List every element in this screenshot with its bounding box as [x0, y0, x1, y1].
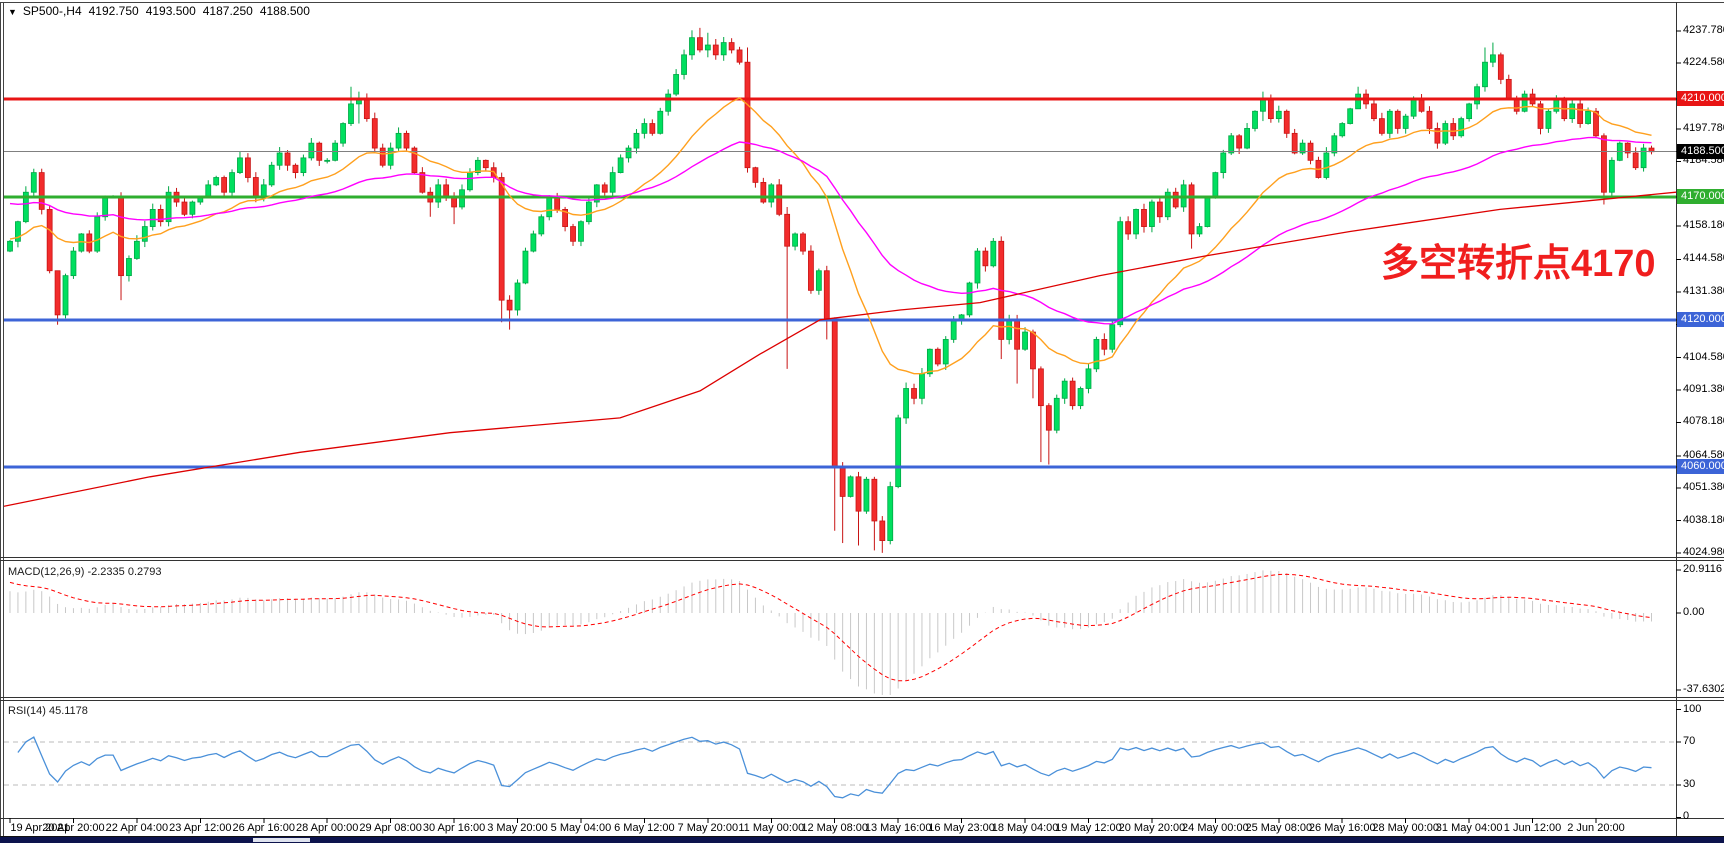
price-tick-label: 4158.180: [1683, 219, 1724, 232]
macd-axis-label: 0.00: [1683, 606, 1705, 618]
price-tick-label: 4091.380: [1683, 383, 1724, 395]
time-axis-label: 12 May 08:00: [801, 822, 869, 834]
macd-signal-line: [9, 573, 1652, 682]
time-axis-label: 22 Apr 04:00: [105, 822, 169, 834]
time-axis-label: 6 May 12:00: [614, 822, 675, 834]
time-axis-label: 13 May 16:00: [864, 822, 932, 834]
annotation-text: 多空转折点4170: [1381, 243, 1656, 285]
macd-axis-label: -37.6302: [1683, 683, 1724, 696]
macd-histogram: [9, 570, 1653, 695]
rsi-line: [17, 736, 1652, 799]
rsi-indicator-label: RSI(14) 45.1178: [8, 705, 88, 717]
symbol-dropdown-icon: ▼: [8, 7, 17, 17]
price-tick-label: 4038.180: [1683, 513, 1724, 526]
time-axis-label: 28 Apr 00:00: [295, 822, 359, 834]
time-axis-label: 30 Apr 16:00: [422, 822, 486, 834]
taskbar-item[interactable]: [253, 838, 310, 842]
price-tick-label: 4237.780: [1683, 23, 1724, 36]
time-axis-label: 20 May 20:00: [1118, 822, 1186, 834]
time-axis-label: 18 May 04:00: [991, 822, 1059, 834]
ma-mid-magenta: [9, 136, 1652, 325]
macd-panel-area[interactable]: [0, 563, 1676, 697]
time-axis-label: 28 May 00:00: [1372, 822, 1439, 834]
time-axis-label: 25 May 08:00: [1245, 822, 1313, 834]
rsi-axis-label: 0: [1683, 810, 1690, 823]
price-line-label-4060: 4060.000: [1677, 458, 1724, 474]
ohlc-high: 4193.500: [145, 4, 196, 18]
ohlc-close: 4188.500: [259, 4, 310, 18]
time-axis-label: 16 May 23:00: [928, 822, 995, 834]
price-tick-label: 4144.580: [1683, 252, 1724, 265]
rsi-panel-area[interactable]: [0, 702, 1676, 818]
price-tick-label: 4224.580: [1683, 56, 1724, 69]
main-chart-layer: [4, 27, 1676, 553]
ohlc-low: 4187.250: [202, 4, 253, 18]
time-axis-label: 31 May 04:00: [1435, 822, 1503, 834]
price-line-label-4210: 4210.000: [1677, 91, 1724, 106]
price-tick-label: 4064.580: [1683, 448, 1724, 461]
rsi-axis-label: 100: [1683, 702, 1702, 715]
time-axis-label: 5 May 04:00: [550, 822, 612, 834]
macd-axis-label: 20.9116: [1683, 563, 1722, 576]
macd-indicator-label: MACD(12,26,9) -2.2335 0.2793: [8, 566, 162, 578]
time-axis-label: 26 May 16:00: [1308, 822, 1376, 834]
price-line-label-4170: 4170.000: [1677, 189, 1724, 205]
time-axis-label: 3 May 20:00: [487, 822, 548, 834]
ma-long-red: [4, 191, 1676, 507]
macd-layer: [9, 570, 1653, 695]
time-axis-label: 19 Apr 2021: [10, 822, 70, 834]
price-tick-label: 4131.380: [1683, 284, 1724, 297]
price-tick-label: 4024.980: [1683, 545, 1724, 558]
time-axis-label: 24 May 00:00: [1182, 822, 1249, 834]
price-tick-label: 4197.780: [1683, 121, 1724, 134]
rsi-layer: [4, 736, 1676, 799]
horizontal-level-lines: [4, 97, 1676, 469]
rsi-axis-label: 30: [1683, 778, 1696, 790]
time-axis-label: 7 May 20:00: [677, 822, 739, 834]
price-tick-label: 4078.180: [1683, 415, 1724, 428]
time-axis-label: 11 May 00:00: [738, 822, 805, 834]
price-line-label-4120: 4120.000: [1677, 311, 1724, 327]
ohlc-open: 4192.750: [88, 4, 139, 18]
time-axis-label: 26 Apr 16:00: [232, 822, 295, 834]
ma-fast-orange: [9, 97, 1652, 375]
taskbar-strip: [0, 837, 1724, 843]
time-axis-label: 20 Apr 20:00: [42, 822, 105, 834]
price-line-label-4188.5: 4188.500: [1677, 143, 1724, 159]
ohlc-header: ▼ SP500-,H4 4192.750 4193.500 4187.250 4188.5…: [8, 4, 317, 18]
time-axis-label: 19 May 12:00: [1055, 822, 1122, 834]
time-axis-label: 2 Jun 20:00: [1567, 822, 1625, 834]
symbol-timeframe: SP500-,H4: [22, 4, 82, 18]
price-tick-label: 4104.580: [1683, 350, 1724, 363]
price-tick-label: 4051.380: [1683, 481, 1724, 494]
time-axis-label: 23 Apr 12:00: [169, 822, 232, 834]
time-axis-label: 29 Apr 08:00: [359, 822, 422, 834]
time-axis-label: 1 Jun 12:00: [1503, 822, 1562, 834]
rsi-axis-label: 70: [1683, 735, 1696, 747]
